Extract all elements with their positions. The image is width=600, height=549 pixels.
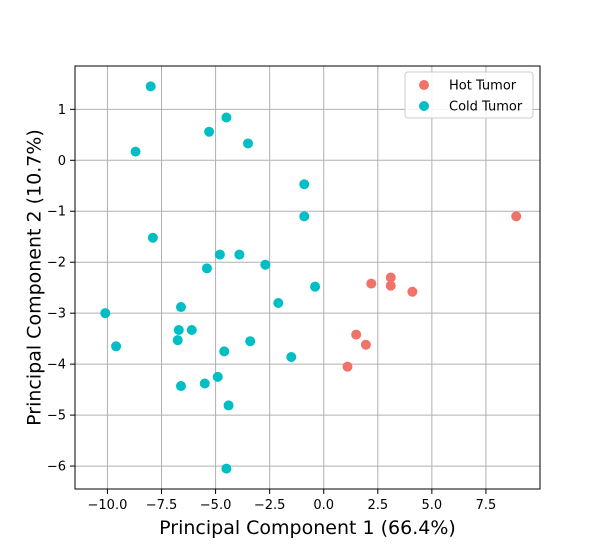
point-hot-tumor bbox=[385, 280, 396, 291]
point-cold-tumor bbox=[172, 335, 183, 346]
x-tick-label: −2.5 bbox=[254, 498, 286, 513]
legend-label-hot-tumor: Hot Tumor bbox=[449, 79, 517, 94]
legend-label-cold-tumor: Cold Tumor bbox=[449, 100, 523, 115]
x-tick-label: −7.5 bbox=[146, 498, 178, 513]
x-tick-label: 7.5 bbox=[476, 498, 497, 513]
point-cold-tumor bbox=[234, 249, 245, 260]
y-tick-label: −3 bbox=[47, 307, 66, 322]
plot-area-frame bbox=[74, 65, 541, 490]
point-cold-tumor bbox=[223, 400, 234, 411]
point-cold-tumor bbox=[212, 371, 223, 382]
point-cold-tumor bbox=[147, 232, 158, 243]
x-tick-label: 0.0 bbox=[313, 498, 334, 513]
axis-ticks: −10.0 −7.5 −5.0 −2.5 0.0 2.5 5.0 7.5 1 0 −1 −2 −3 −4 −… bbox=[47, 103, 496, 513]
y-tick-label: 1 bbox=[58, 103, 66, 118]
point-cold-tumor bbox=[273, 297, 284, 308]
y-tick-label: −1 bbox=[47, 205, 66, 220]
point-cold-tumor bbox=[310, 281, 321, 292]
legend-marker-hot-tumor bbox=[419, 80, 429, 90]
x-axis-label: Principal Component 1 (66.4%) bbox=[159, 517, 456, 539]
point-hot-tumor bbox=[385, 272, 396, 283]
x-tick-label: 5.0 bbox=[422, 498, 443, 513]
y-tick-label: −6 bbox=[47, 460, 66, 475]
point-cold-tumor bbox=[221, 112, 232, 123]
point-cold-tumor bbox=[243, 138, 254, 149]
point-cold-tumor bbox=[245, 336, 256, 347]
point-cold-tumor bbox=[145, 81, 156, 92]
x-tick-label: −10.0 bbox=[88, 498, 128, 513]
point-cold-tumor bbox=[201, 263, 212, 274]
point-hot-tumor bbox=[366, 278, 377, 289]
point-cold-tumor bbox=[219, 346, 230, 357]
point-hot-tumor bbox=[342, 361, 353, 372]
x-tick-label: −5.0 bbox=[200, 498, 232, 513]
point-cold-tumor bbox=[299, 179, 310, 190]
legend-box bbox=[404, 71, 534, 119]
point-hot-tumor bbox=[351, 329, 362, 340]
grid-lines bbox=[75, 66, 540, 489]
point-hot-tumor bbox=[407, 286, 418, 297]
point-cold-tumor bbox=[111, 341, 122, 352]
point-hot-tumor bbox=[360, 339, 371, 350]
y-tick-label: −5 bbox=[47, 409, 66, 424]
point-cold-tumor bbox=[100, 308, 111, 319]
point-cold-tumor bbox=[173, 324, 184, 335]
legend-marker-cold-tumor bbox=[419, 101, 429, 111]
y-tick-label: −4 bbox=[47, 358, 66, 373]
y-tick-label: 0 bbox=[58, 154, 66, 169]
point-cold-tumor bbox=[186, 324, 197, 335]
x-tick-label: 2.5 bbox=[367, 498, 388, 513]
point-cold-tumor bbox=[175, 381, 186, 392]
point-cold-tumor bbox=[299, 211, 310, 222]
point-cold-tumor bbox=[214, 249, 225, 260]
point-cold-tumor bbox=[175, 302, 186, 313]
scatter-points bbox=[100, 81, 522, 474]
point-hot-tumor bbox=[511, 211, 522, 222]
point-cold-tumor bbox=[204, 126, 215, 137]
point-cold-tumor bbox=[260, 259, 271, 270]
point-cold-tumor bbox=[286, 352, 297, 363]
y-axis-label: Principal Component 2 (10.7%) bbox=[24, 129, 46, 426]
point-cold-tumor bbox=[221, 463, 232, 474]
legend: Hot Tumor Cold Tumor bbox=[404, 71, 534, 119]
y-tick-label: −2 bbox=[47, 256, 66, 271]
point-cold-tumor bbox=[199, 378, 210, 389]
point-cold-tumor bbox=[130, 146, 141, 157]
